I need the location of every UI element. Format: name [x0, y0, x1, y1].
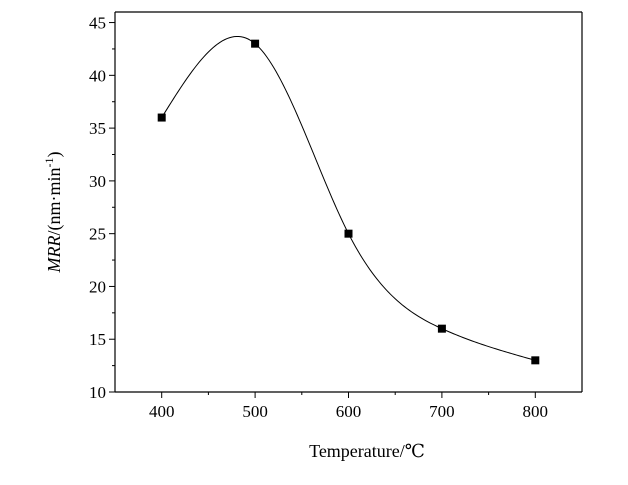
- data-points: [157, 39, 540, 365]
- x-tick-label: 500: [242, 402, 268, 421]
- y-tick-label: 15: [89, 330, 106, 349]
- axes: [114, 11, 583, 393]
- data-point-marker: [531, 356, 540, 365]
- y-axis-title-prefix: /(nm·min: [44, 168, 65, 236]
- x-tick-label: 700: [429, 402, 455, 421]
- y-tick-label: 10: [89, 383, 106, 402]
- x-tick-label: 800: [523, 402, 549, 421]
- ticks: 400 500 600 700 800 10 15 20 25 30 35 40 45: [89, 14, 548, 421]
- data-point-marker: [157, 113, 166, 122]
- x-tick-label: 400: [149, 402, 175, 421]
- data-point-marker: [344, 229, 353, 238]
- data-point-marker: [437, 324, 446, 333]
- y-tick-label: 40: [89, 66, 106, 85]
- y-axis-title-suffix: ): [44, 152, 65, 158]
- y-axis-title: MRR/(nm·min-1): [42, 152, 65, 274]
- y-tick-label: 35: [89, 119, 106, 138]
- y-axis-title-italic: MRR: [44, 236, 64, 274]
- y-axis-title-superscript: -1: [42, 158, 56, 168]
- y-tick-label: 20: [89, 277, 106, 296]
- x-axis-title: Temperature/℃: [309, 441, 425, 461]
- y-tick-label: 45: [89, 14, 106, 33]
- data-point-marker: [251, 39, 260, 48]
- curve: [161, 35, 536, 361]
- x-tick-label: 600: [336, 402, 362, 421]
- y-tick-label: 25: [89, 225, 106, 244]
- series-line: [161, 35, 536, 361]
- y-tick-label: 30: [89, 172, 106, 191]
